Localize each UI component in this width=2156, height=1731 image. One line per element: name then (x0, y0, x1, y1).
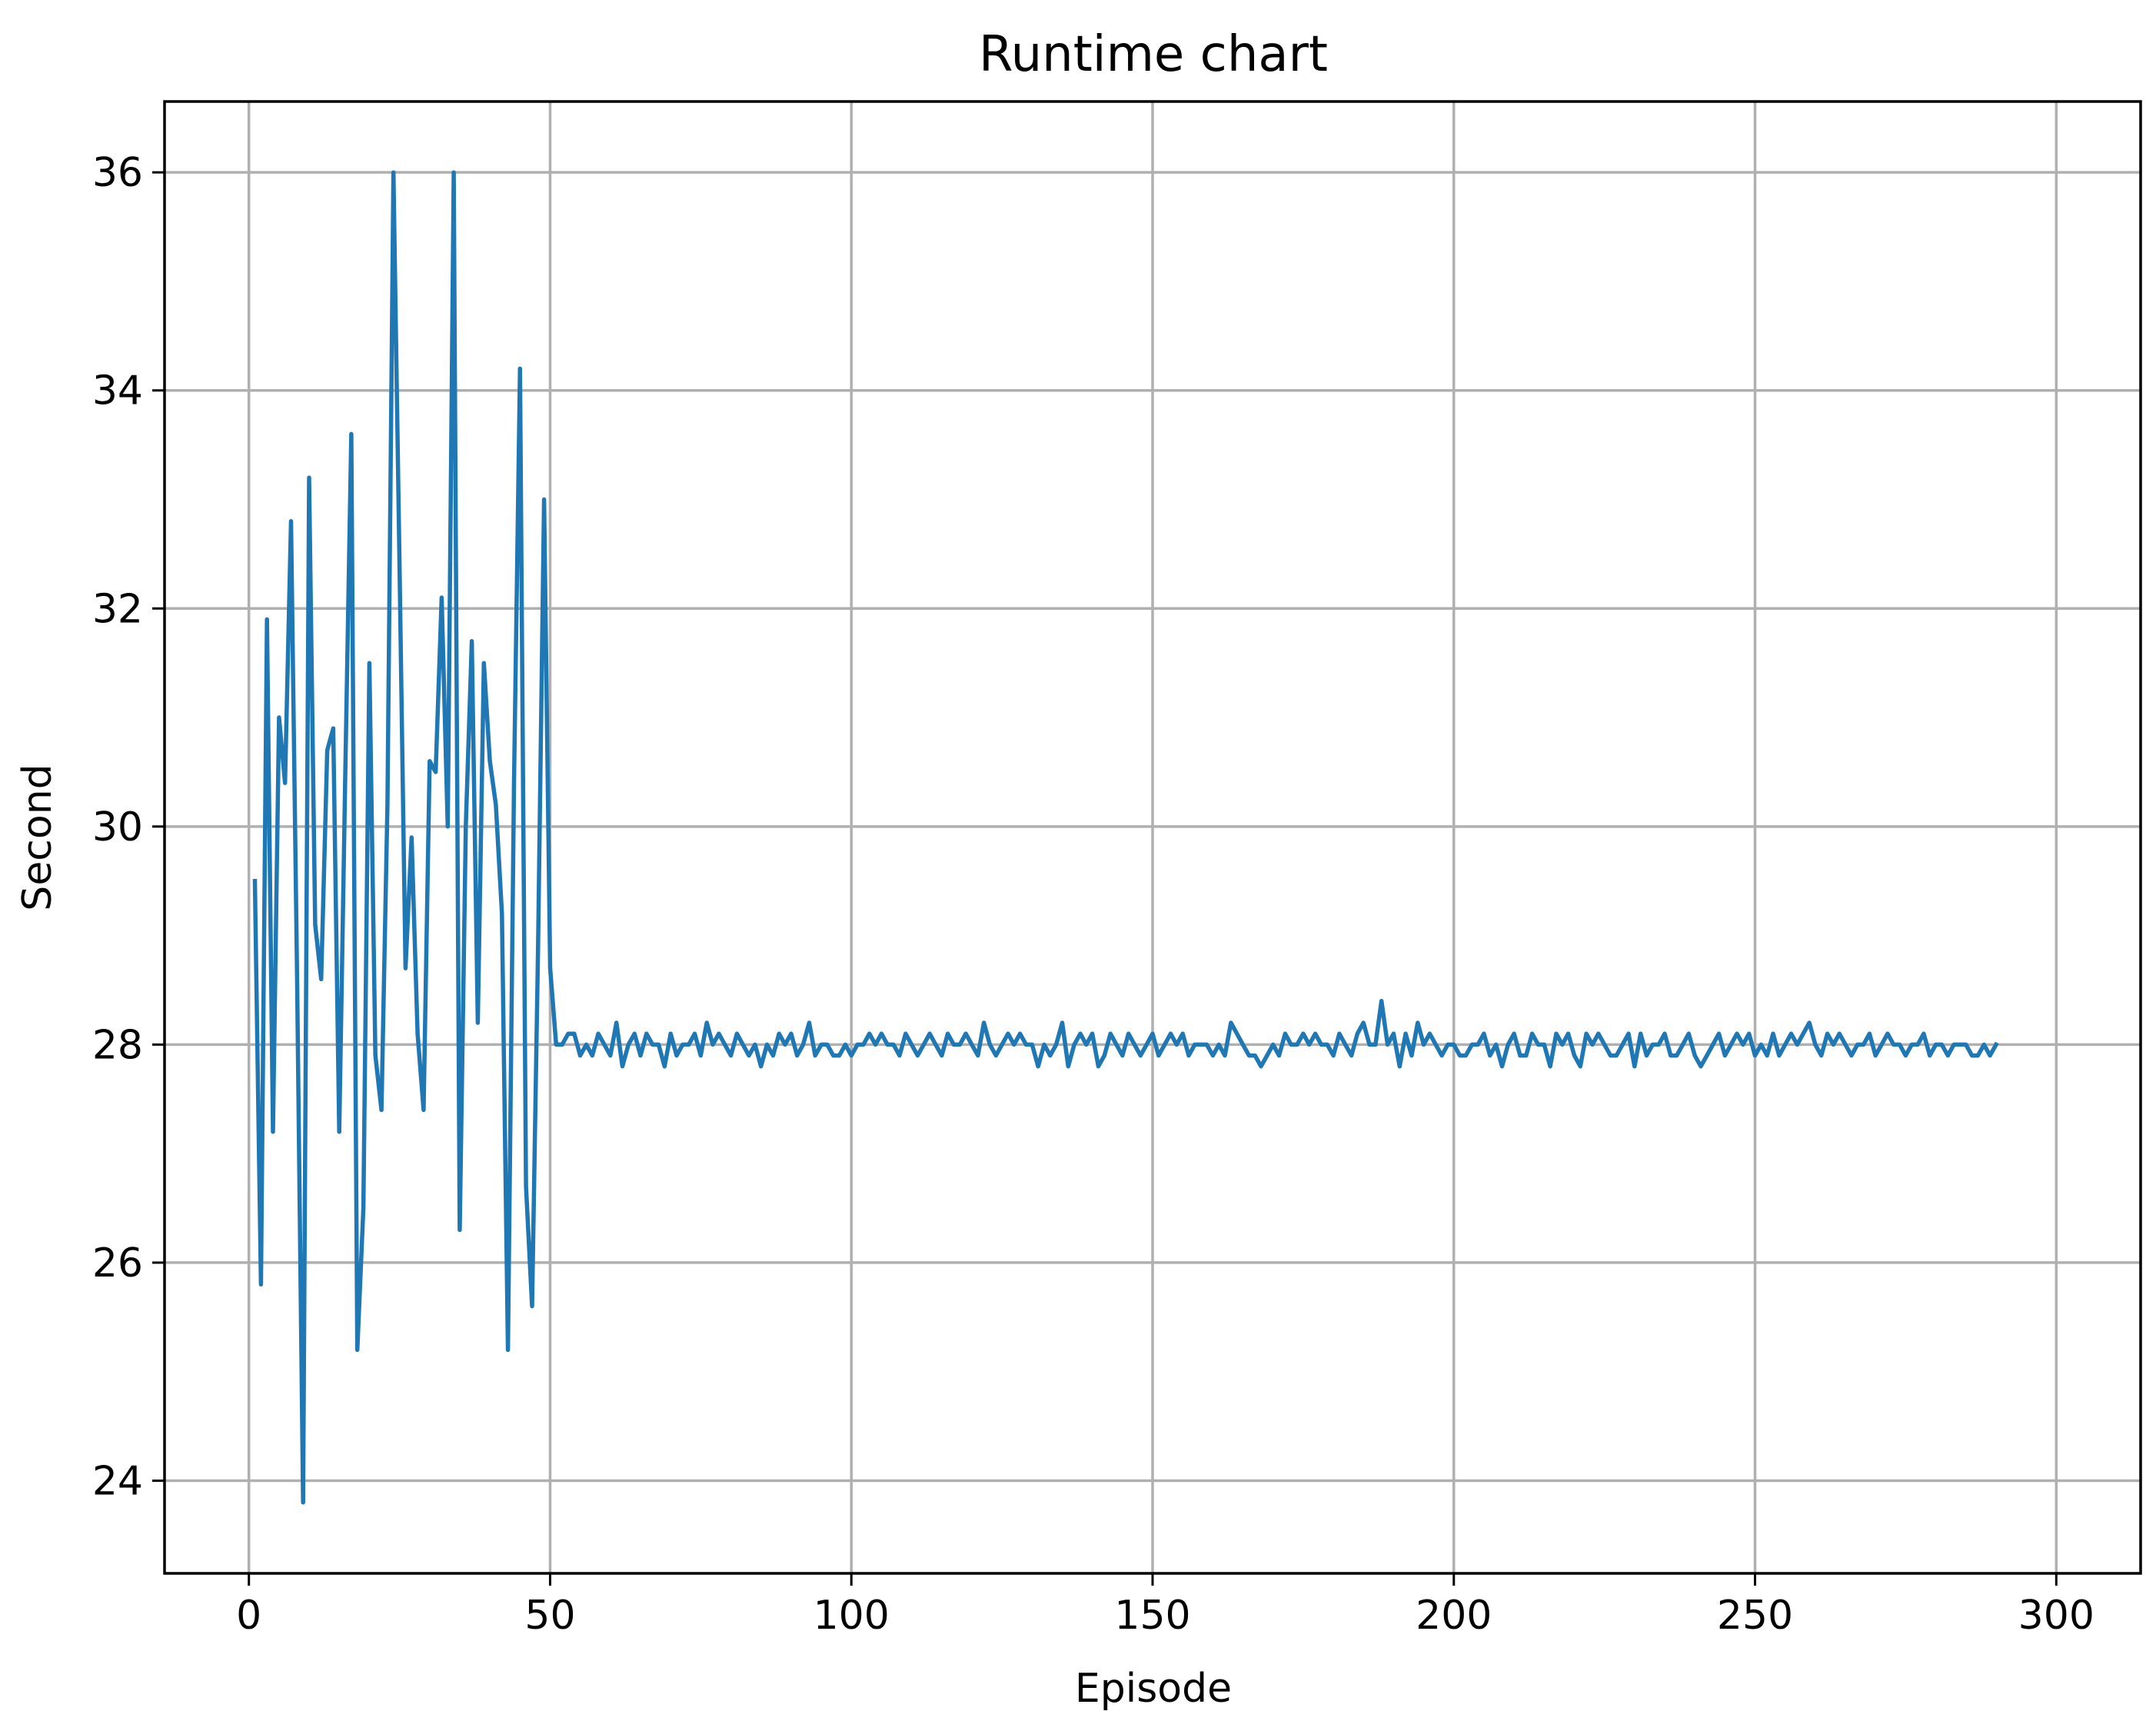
tick-layer: 0 50 100 150 200 250 300 24 26 28 30 32 34 36 (92, 150, 2094, 1639)
x-tick-label: 250 (1717, 1593, 1793, 1639)
x-tick-label: 0 (236, 1593, 261, 1639)
series-line (252, 170, 1999, 1505)
y-tick-label: 26 (92, 1240, 143, 1287)
y-axis-title: Second (15, 764, 61, 910)
chart-title: Runtime chart (979, 26, 1328, 83)
x-axis-title: Episode (1075, 1666, 1232, 1712)
y-tick-label: 34 (92, 368, 143, 414)
x-tick-label: 200 (1416, 1593, 1492, 1639)
x-tick-label: 50 (524, 1593, 575, 1639)
y-tick-label: 24 (92, 1458, 143, 1504)
series-layer (252, 170, 1999, 1505)
y-tick-label: 36 (92, 150, 143, 196)
x-tick-label: 300 (2018, 1593, 2094, 1639)
y-tick-label: 32 (92, 586, 143, 632)
y-tick-label: 30 (92, 804, 143, 851)
grid-layer (165, 102, 2141, 1573)
x-tick-label: 150 (1114, 1593, 1190, 1639)
x-tick-label: 100 (813, 1593, 890, 1639)
y-tick-label: 28 (92, 1022, 143, 1068)
